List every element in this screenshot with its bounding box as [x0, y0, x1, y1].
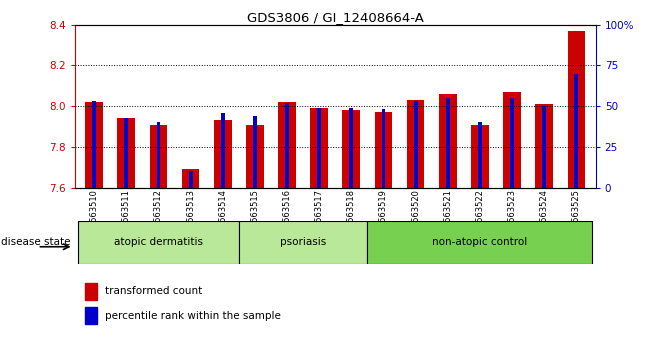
Bar [317, 108, 321, 188]
Text: GDS3806 / GI_12408664-A: GDS3806 / GI_12408664-A [247, 11, 424, 24]
Bar [182, 169, 199, 188]
Bar [439, 94, 456, 188]
Bar [253, 116, 257, 188]
Bar [381, 109, 385, 188]
FancyBboxPatch shape [78, 221, 239, 264]
Text: psoriasis: psoriasis [280, 238, 326, 247]
Bar [535, 104, 553, 188]
FancyBboxPatch shape [239, 221, 367, 264]
Bar [278, 102, 296, 188]
Bar [478, 122, 482, 188]
Text: disease state: disease state [1, 238, 71, 247]
Bar [246, 125, 264, 188]
Bar [568, 31, 585, 188]
Bar [374, 112, 393, 188]
Bar [85, 283, 97, 300]
Bar [85, 307, 97, 324]
Bar [413, 101, 417, 188]
Bar [85, 102, 103, 188]
Text: atopic dermatitis: atopic dermatitis [114, 238, 203, 247]
Bar [446, 98, 450, 188]
Bar [542, 106, 546, 188]
Bar [574, 74, 578, 188]
FancyBboxPatch shape [367, 221, 592, 264]
Bar [189, 171, 193, 188]
Bar [285, 103, 289, 188]
Bar [124, 118, 128, 188]
Bar [407, 100, 424, 188]
Bar [92, 101, 96, 188]
Text: non-atopic control: non-atopic control [432, 238, 527, 247]
Bar [150, 125, 167, 188]
Text: percentile rank within the sample: percentile rank within the sample [105, 311, 281, 321]
Text: transformed count: transformed count [105, 286, 202, 296]
Bar [221, 113, 225, 188]
Bar [214, 120, 232, 188]
Bar [342, 110, 360, 188]
Bar [117, 119, 135, 188]
Bar [350, 108, 353, 188]
Bar [471, 125, 489, 188]
Bar [156, 122, 160, 188]
Bar [311, 108, 328, 188]
Bar [510, 98, 514, 188]
Bar [503, 92, 521, 188]
